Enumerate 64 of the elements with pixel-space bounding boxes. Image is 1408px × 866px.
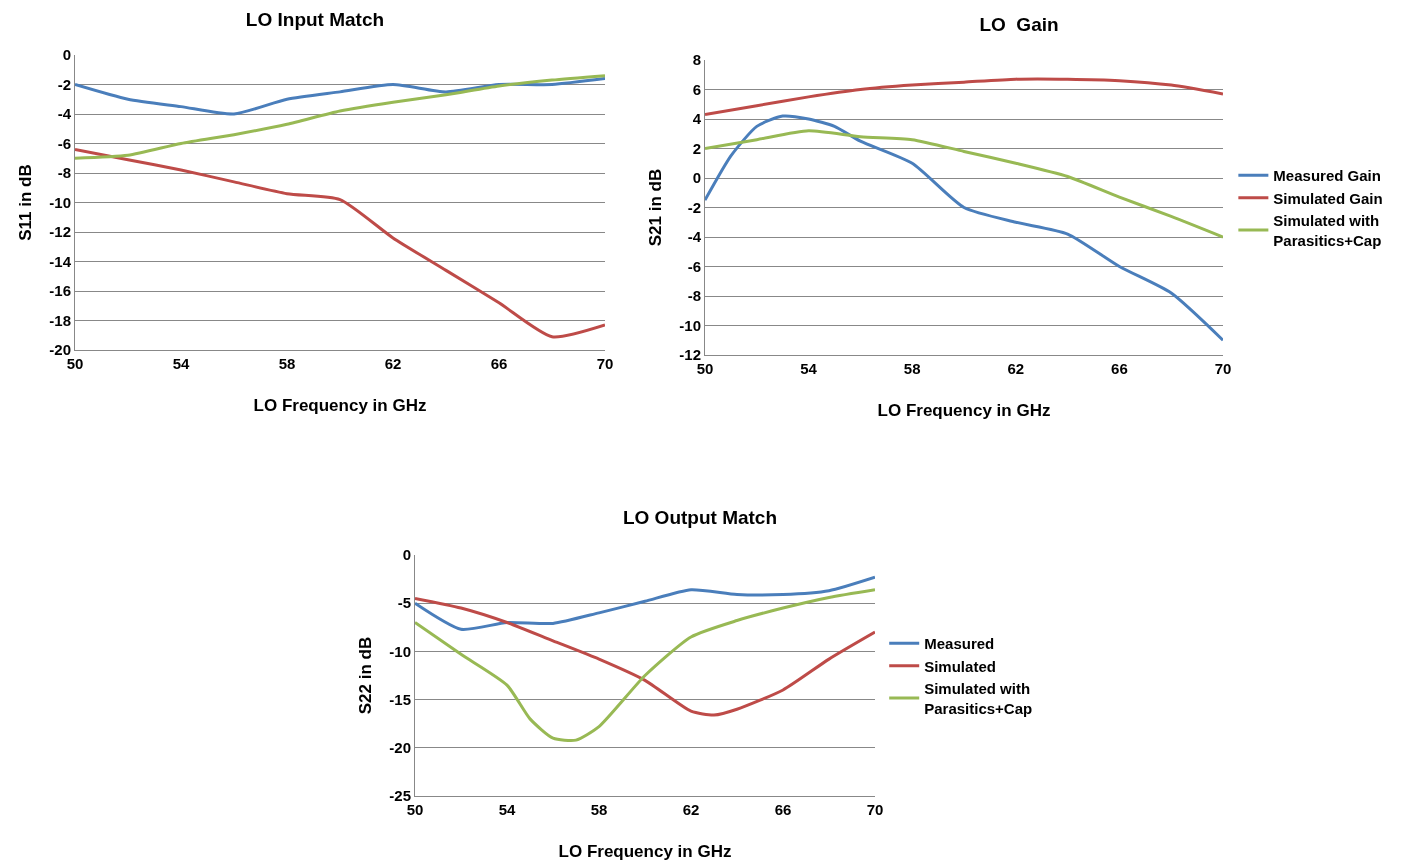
y-tick-label: -2 [57, 75, 71, 93]
y-axis-title: S22 in dB [356, 636, 375, 715]
y-tick-label: -4 [57, 105, 72, 123]
line-series [705, 129, 1223, 239]
x-tick-label: 66 [490, 355, 508, 372]
y-tick-label: -5 [397, 594, 411, 612]
x-axis-title: LO Frequency in GHz [877, 401, 1051, 420]
x-tick-label: 62 [682, 801, 700, 818]
x-tick-label: 54 [172, 355, 190, 372]
y-tick-label: 4 [692, 110, 702, 128]
x-tick-label: 62 [1007, 360, 1025, 377]
x-tick-label: 70 [596, 355, 614, 372]
y-tick-label: -12 [49, 223, 71, 241]
x-tick-label: 58 [903, 360, 921, 377]
line-series [705, 114, 1223, 342]
legend-label: Measured Gain [1273, 167, 1381, 185]
x-tick-label: 70 [866, 801, 884, 818]
y-tick-label: -20 [389, 739, 411, 757]
y-tick-label: 0 [692, 169, 701, 187]
x-tick-label: 54 [800, 360, 818, 377]
y-tick-label: -10 [389, 642, 411, 660]
y-tick-label: -14 [49, 252, 72, 270]
line-series [415, 575, 875, 631]
chart-title: LO Input Match [245, 8, 385, 30]
legend-label: Simulated with Parasitics+Cap [1273, 212, 1382, 249]
y-tick-label: 0 [62, 46, 71, 64]
y-tick-label: 0 [402, 546, 411, 564]
x-tick-label: 54 [498, 801, 516, 818]
chart-title: LO Output Match [622, 507, 778, 529]
legend-label: Simulated Gain [1273, 189, 1383, 207]
x-tick-label: 58 [278, 355, 296, 372]
line-series [75, 74, 605, 160]
y-axis-title: S21 in dB [646, 168, 665, 247]
x-tick-label: 66 [1111, 360, 1128, 377]
y-tick-label: -6 [687, 257, 701, 275]
x-axis-title: LO Frequency in GHz [558, 842, 732, 861]
legend-label: Measured [924, 635, 995, 653]
x-tick-label: 66 [774, 801, 792, 818]
x-tick-label: 70 [1214, 360, 1232, 377]
y-tick-label: -18 [49, 311, 71, 329]
x-tick-label: 58 [590, 801, 608, 818]
y-tick-label: -8 [687, 287, 701, 305]
line-series [75, 77, 605, 116]
line-series [75, 147, 605, 339]
legend-label: Simulated with Parasitics+Cap [924, 680, 1033, 717]
line-series [705, 77, 1223, 117]
legend-label: Simulated [924, 657, 996, 675]
chart-title: LO Gain [979, 13, 1059, 35]
y-tick-label: 8 [692, 51, 701, 69]
y-tick-label: 2 [692, 139, 701, 157]
y-tick-label: -15 [389, 690, 411, 708]
x-axis-title: LO Frequency in GHz [253, 396, 427, 415]
y-tick-label: -4 [687, 228, 702, 246]
y-tick-label: -2 [687, 198, 701, 216]
line-series [415, 588, 875, 742]
y-tick-label: -16 [49, 282, 71, 300]
y-tick-label: -6 [57, 134, 71, 152]
y-tick-label: -10 [49, 193, 71, 211]
x-tick-label: 62 [384, 355, 402, 372]
line-series [415, 596, 875, 717]
y-tick-label: -8 [57, 164, 71, 182]
y-tick-label: 6 [692, 80, 701, 98]
y-tick-label: -10 [679, 316, 701, 334]
y-axis-title: S11 in dB [16, 164, 35, 241]
